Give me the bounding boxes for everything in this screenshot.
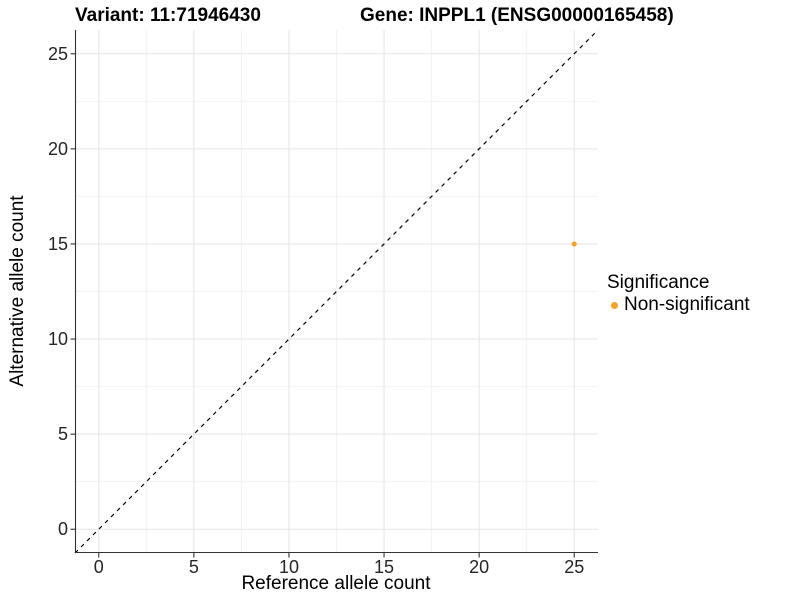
data-point	[571, 241, 577, 247]
y-tick-label: 0	[57, 519, 68, 540]
y-tick-label: 5	[57, 424, 68, 445]
x-axis-title: Reference allele count	[241, 573, 431, 594]
x-tick-label: 20	[469, 557, 490, 577]
legend-item-non-significant: Non-significant	[607, 295, 750, 315]
y-tick-label: 20	[47, 138, 68, 159]
plot-title-variant: Variant: 11:71946430	[75, 5, 261, 26]
plot-panel	[70, 29, 599, 558]
y-axis-title: Alternative allele count	[7, 195, 28, 387]
y-tick-label: 25	[47, 43, 68, 64]
x-tick-label: 5	[188, 557, 199, 577]
legend: Significance Non-significant	[607, 272, 750, 315]
x-tick-label: 10	[278, 557, 299, 577]
plot-title-gene: Gene: INPPL1 (ENSG00000165458)	[360, 5, 674, 26]
x-tick-label: 0	[93, 557, 104, 577]
legend-item-label: Non-significant	[624, 294, 750, 315]
x-tick-label: 25	[564, 557, 585, 577]
legend-title: Significance	[607, 272, 710, 293]
y-tick-label: 10	[47, 329, 68, 350]
x-tick-label: 15	[374, 557, 395, 577]
legend-point-icon	[611, 301, 618, 309]
y-tick-label: 15	[47, 233, 68, 254]
